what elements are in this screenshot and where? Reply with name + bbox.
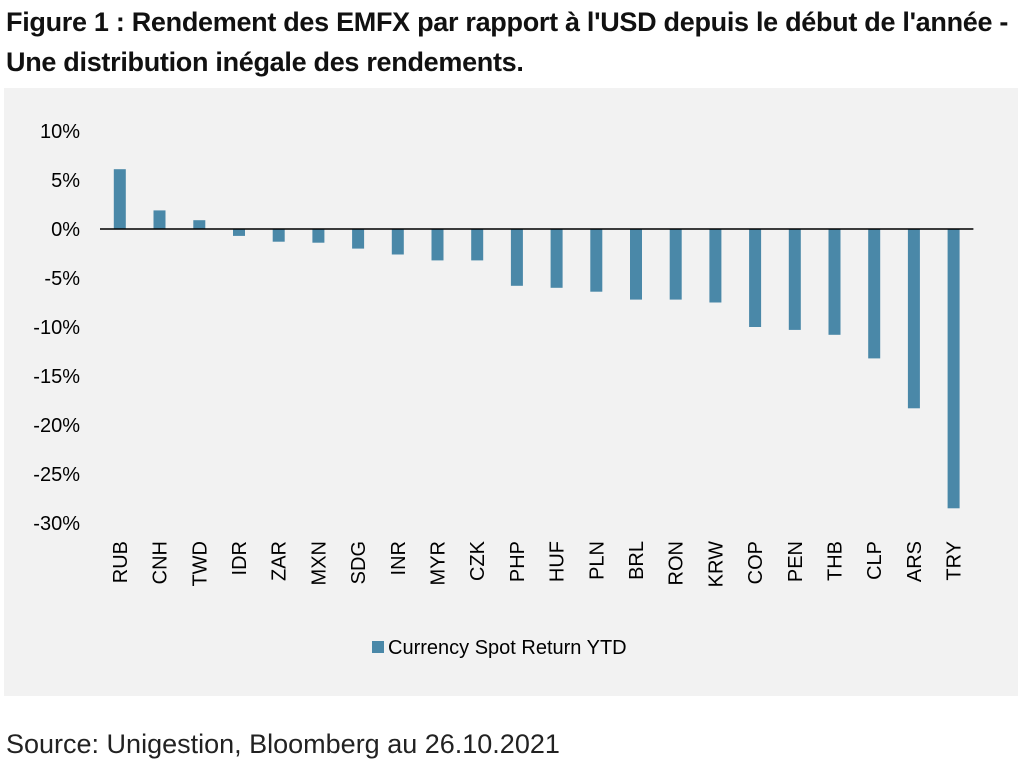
x-tick-label-cnh: CNH: [150, 541, 172, 584]
y-tick-label: -5%: [44, 268, 80, 290]
bar-myr: [431, 229, 444, 261]
bar-try: [947, 229, 960, 509]
bar-cnh: [153, 210, 166, 229]
bar-zar: [272, 229, 285, 242]
chart-panel: 10% 5% 0% -5% -10% -15% -20% -25% -30% RUB CNH TWD…: [4, 88, 1018, 696]
bar-chart: 10% 5% 0% -5% -10% -15% -20% -25% -30% RUB CNH TWD…: [33, 121, 974, 659]
x-tick-label-czk: CZK: [467, 540, 489, 581]
x-tick-label-rub: RUB: [110, 541, 132, 583]
y-tick-label: 5%: [51, 170, 80, 192]
x-tick-label-ars: ARS: [904, 541, 926, 582]
x-tick-label-inr: INR: [388, 541, 410, 575]
x-tick-label-php: PHP: [507, 541, 529, 582]
bar-pen: [788, 229, 801, 330]
x-tick-label-cop: COP: [745, 541, 767, 584]
x-tick-label-brl: BRL: [626, 541, 648, 580]
x-tick-label-try: TRY: [944, 541, 966, 581]
y-tick-label: -30%: [33, 513, 80, 535]
legend-swatch: [372, 641, 384, 653]
bar-pln: [590, 229, 603, 292]
legend-label: Currency Spot Return YTD: [388, 637, 627, 659]
x-tick-label-krw: KRW: [705, 541, 727, 587]
bar-huf: [550, 229, 563, 288]
y-tick-label: -15%: [33, 366, 80, 388]
bar-clp: [868, 229, 881, 359]
bar-ars: [907, 229, 920, 409]
x-tick-label-pen: PEN: [785, 541, 807, 582]
bar-cop: [749, 229, 762, 327]
bar-idr: [233, 229, 245, 236]
chart-title: Figure 1 : Rendement des EMFX par rappor…: [6, 7, 1009, 77]
x-tick-label-mxn: MXN: [308, 541, 330, 585]
x-tick-label-twd: TWD: [189, 541, 211, 587]
x-tick-label-huf: HUF: [547, 541, 569, 582]
source-note: Source: Unigestion, Bloomberg au 26.10.2…: [6, 729, 560, 759]
x-tick-label-ron: RON: [666, 541, 688, 585]
x-tick-label-sdg: SDG: [348, 541, 370, 584]
bar-ron: [669, 229, 682, 300]
bar-sdg: [352, 229, 365, 249]
x-tick-label-myr: MYR: [428, 541, 450, 585]
bars: [113, 169, 960, 509]
x-tick-label-idr: IDR: [229, 541, 251, 575]
x-axis: RUB CNH TWD IDR ZAR MXN SDG INR MYR CZK PHP HUF PLN B…: [110, 540, 966, 587]
bar-twd: [193, 220, 206, 229]
legend: Currency Spot Return YTD: [372, 637, 627, 659]
y-axis: 10% 5% 0% -5% -10% -15% -20% -25% -30%: [33, 121, 80, 535]
y-tick-label: -10%: [33, 317, 80, 339]
y-tick-label: -20%: [33, 415, 80, 437]
x-tick-label-thb: THB: [825, 541, 847, 581]
x-tick-label-pln: PLN: [586, 541, 608, 580]
y-tick-label: -25%: [33, 464, 80, 486]
bar-czk: [471, 229, 484, 261]
y-tick-label: 10%: [40, 121, 80, 143]
bar-brl: [630, 229, 642, 300]
x-tick-label-clp: CLP: [864, 541, 886, 580]
bar-php: [510, 229, 523, 286]
bar-thb: [828, 229, 841, 335]
y-tick-label: 0%: [51, 219, 80, 241]
bar-krw: [709, 229, 722, 303]
bar-mxn: [312, 229, 325, 243]
x-tick-label-zar: ZAR: [269, 541, 291, 581]
bar-rub: [113, 169, 126, 229]
bar-inr: [391, 229, 404, 255]
